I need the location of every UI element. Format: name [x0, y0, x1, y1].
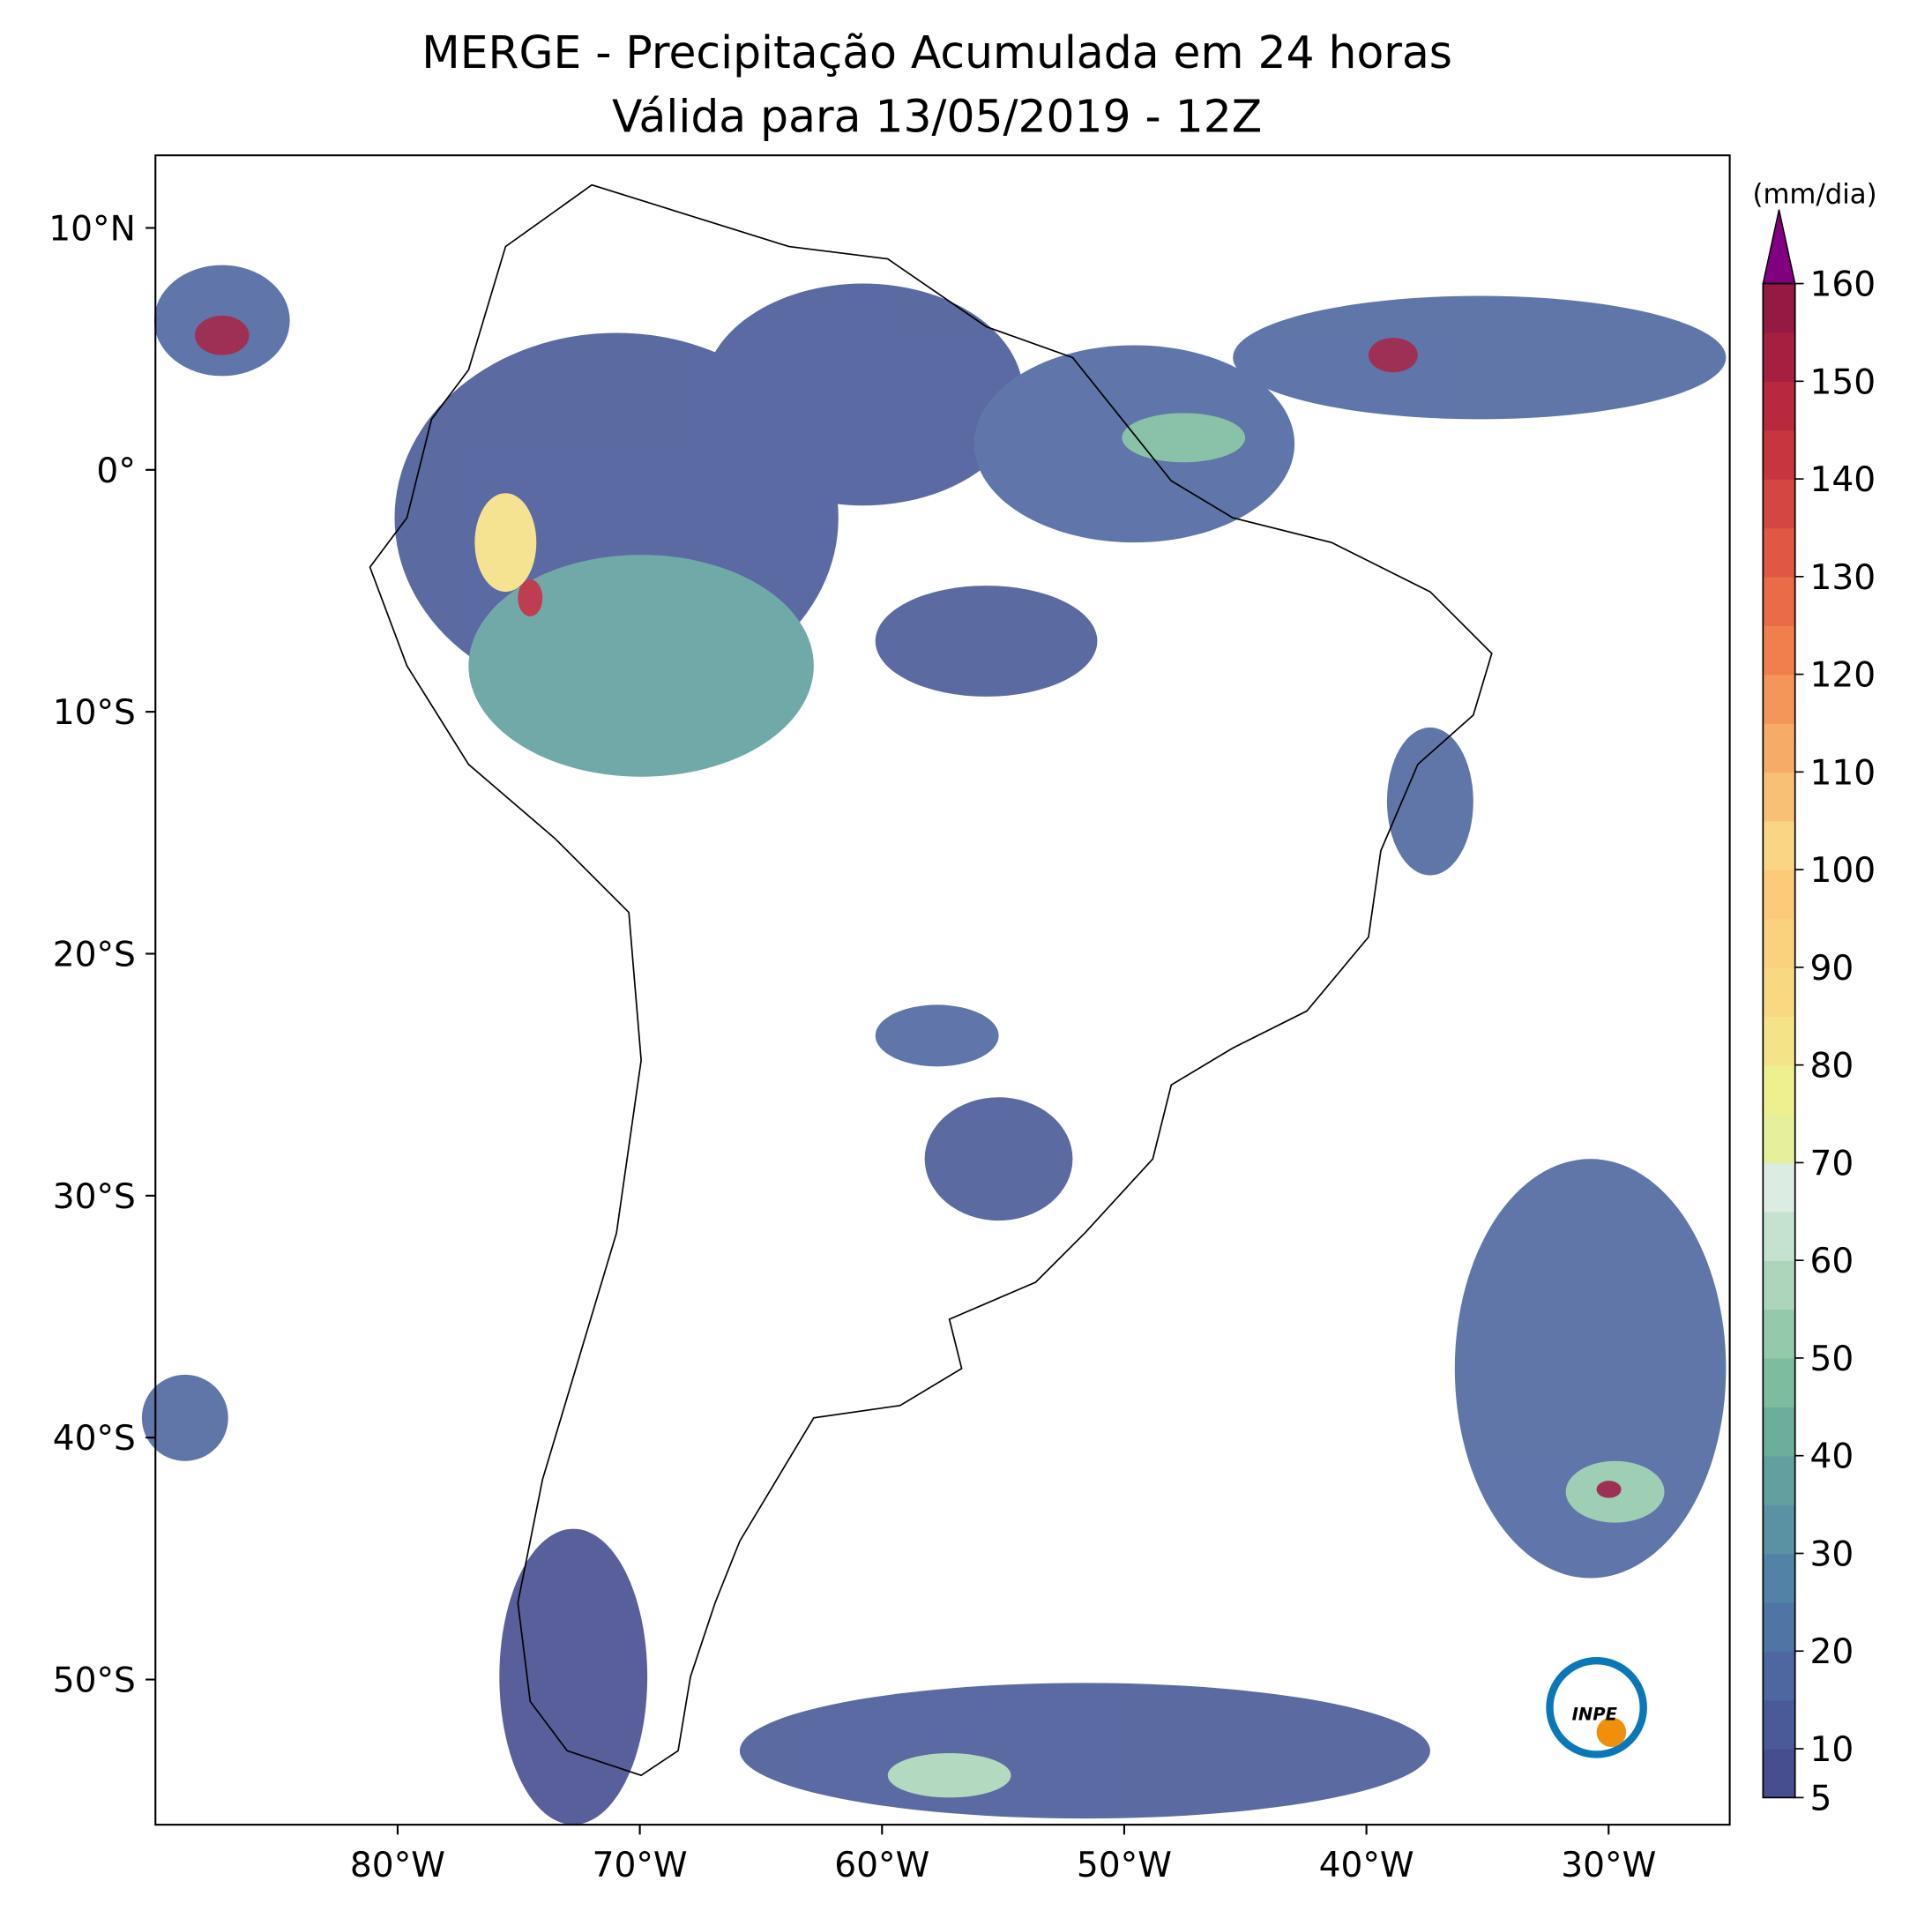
- colorbar-band: [1763, 722, 1795, 773]
- map-frame: [154, 154, 1731, 1826]
- colorbar-tick-label: 120: [1809, 656, 1876, 696]
- title-line-2: Válida para 13/05/2019 - 12Z: [612, 91, 1262, 143]
- rain-area: [1596, 1481, 1622, 1498]
- colorbar-band: [1763, 332, 1795, 383]
- colorbar-tick-label: 90: [1809, 949, 1854, 989]
- colorbar-band: [1763, 1016, 1795, 1066]
- colorbar-band: [1763, 1064, 1795, 1115]
- colorbar-band: [1763, 1114, 1795, 1164]
- colorbar-band: [1763, 283, 1795, 333]
- x-tick-label: 40°W: [1319, 1846, 1414, 1885]
- colorbar-band: [1763, 1553, 1795, 1603]
- y-tick-label: 30°S: [53, 1177, 136, 1217]
- colorbar-band: [1763, 1504, 1795, 1555]
- y-tick-label: 10°S: [53, 693, 136, 733]
- colorbar-band: [1763, 527, 1795, 578]
- colorbar-band: [1763, 870, 1795, 920]
- colorbar-band: [1763, 1601, 1795, 1652]
- colorbar-tick-label: 160: [1809, 265, 1876, 305]
- colorbar-band: [1763, 772, 1795, 822]
- rain-area: [1454, 1159, 1727, 1579]
- colorbar-tick-label: 80: [1809, 1047, 1854, 1086]
- rain-area: [1386, 727, 1473, 876]
- colorbar-tick-label: 140: [1809, 460, 1876, 500]
- colorbar-band: [1763, 1455, 1795, 1505]
- colorbar-tick-label: 110: [1809, 753, 1876, 793]
- x-tick-label: 70°W: [593, 1846, 688, 1885]
- coastline: [369, 183, 1493, 1777]
- colorbar-tick-label: 150: [1809, 362, 1876, 402]
- colorbar-band: [1763, 1651, 1795, 1701]
- colorbar-band: [1763, 1357, 1795, 1408]
- y-tick-label: 0°: [96, 452, 135, 491]
- colorbar-frame: [1762, 282, 1796, 1799]
- colorbar-band: [1763, 918, 1795, 968]
- colorbar-band: [1763, 820, 1795, 870]
- colorbar-label: (mm/dia): [1752, 179, 1876, 211]
- colorbar-band: [1763, 1211, 1795, 1261]
- colorbar-band: [1763, 1407, 1795, 1457]
- inpe-logo: INPE: [1528, 1617, 1712, 1803]
- colorbar-tick-label: 30: [1809, 1534, 1854, 1574]
- colorbar-tick-label: 40: [1809, 1437, 1854, 1477]
- rain-area: [1122, 413, 1246, 463]
- colorbar-band: [1763, 1699, 1795, 1750]
- rain-area: [468, 555, 814, 777]
- colorbar-band: [1763, 1309, 1795, 1359]
- colorbar-band: [1763, 674, 1795, 724]
- colorbar-tick-label: 5: [1809, 1779, 1831, 1818]
- rain-area: [499, 1528, 648, 1825]
- precipitation-fields: [141, 265, 1727, 1825]
- colorbar-band: [1763, 967, 1795, 1017]
- y-tick-label: 20°S: [53, 935, 136, 974]
- svg-text:INPE: INPE: [1572, 1704, 1618, 1724]
- y-tick-label: 50°S: [53, 1661, 136, 1701]
- x-tick-label: 80°W: [350, 1846, 445, 1885]
- rain-area: [195, 315, 250, 355]
- rain-area: [474, 493, 537, 593]
- colorbar-band: [1763, 381, 1795, 431]
- colorbar-extend: [1762, 209, 1796, 285]
- colorbar-tick-label: 50: [1809, 1340, 1854, 1379]
- rain-area: [887, 1753, 1011, 1798]
- colorbar-tick-label: 100: [1809, 851, 1876, 891]
- rain-area: [1368, 338, 1418, 373]
- rain-area: [1233, 295, 1727, 420]
- y-tick-label: 40°S: [53, 1419, 136, 1459]
- colorbar-tick-label: 10: [1809, 1730, 1854, 1770]
- colorbar-band: [1763, 1260, 1795, 1310]
- rain-area: [739, 1683, 1430, 1819]
- colorbar-band: [1763, 479, 1795, 529]
- colorbar-band: [1763, 1748, 1795, 1799]
- rain-area: [875, 586, 1098, 697]
- rain-area: [141, 1374, 228, 1461]
- colorbar-band: [1763, 1162, 1795, 1213]
- colorbar-tick-label: 130: [1809, 558, 1876, 598]
- x-tick-label: 50°W: [1077, 1846, 1172, 1885]
- rain-area: [875, 1004, 999, 1067]
- colorbar-tick-label: 70: [1809, 1144, 1854, 1183]
- rain-area: [703, 283, 1024, 506]
- rain-area: [924, 1097, 1073, 1221]
- y-tick-label: 10°N: [48, 209, 136, 249]
- colorbar-band: [1763, 625, 1795, 676]
- x-tick-label: 30°W: [1561, 1846, 1656, 1885]
- title-line-1: MERGE - Precipitação Acumulada em 24 hor…: [421, 26, 1452, 78]
- colorbar-band: [1763, 429, 1795, 480]
- colorbar-tick-label: 20: [1809, 1632, 1854, 1672]
- x-tick-label: 60°W: [834, 1846, 929, 1885]
- colorbar-band: [1763, 576, 1795, 626]
- colorbar-tick-label: 60: [1809, 1242, 1854, 1281]
- rain-area: [518, 579, 543, 617]
- map-area: INPE: [141, 154, 1731, 1826]
